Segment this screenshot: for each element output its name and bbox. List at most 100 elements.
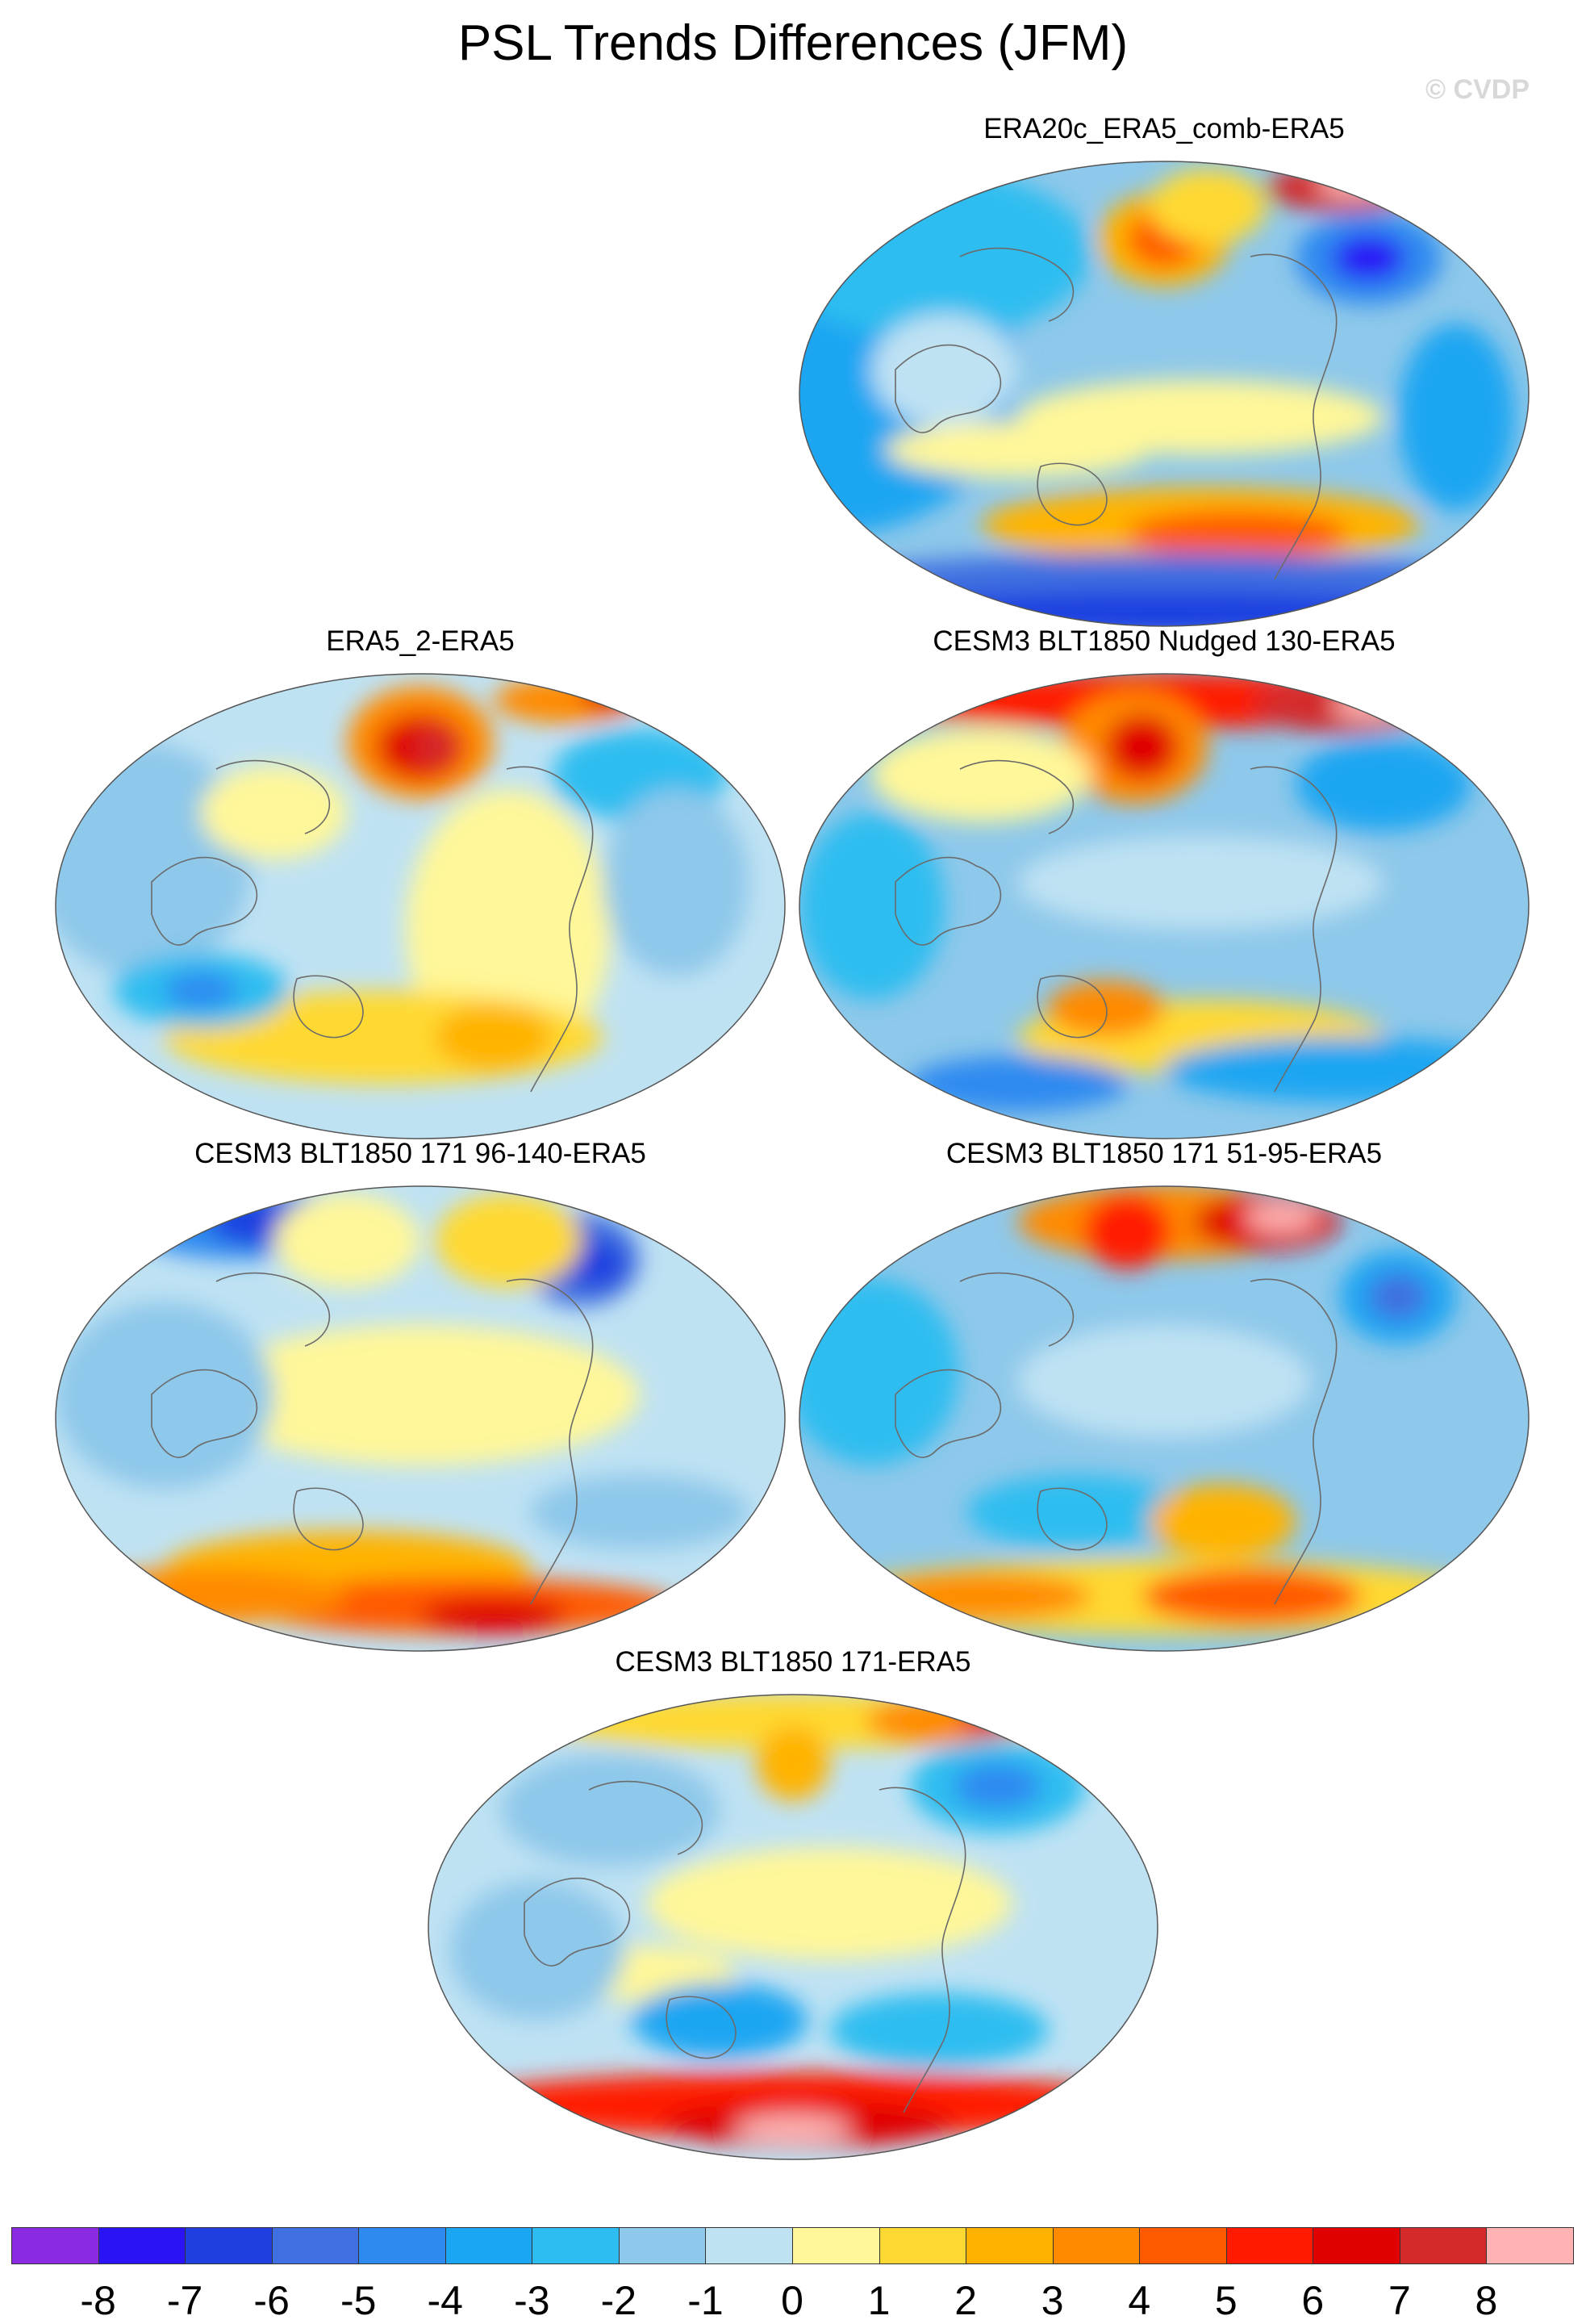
psl-field — [799, 161, 1529, 626]
contour-region — [1296, 738, 1471, 832]
contour-region — [1083, 1193, 1172, 1269]
map-panel-nudged: CESM3 BLT1850 Nudged 130-ERA5 — [799, 625, 1530, 1142]
contour-region — [954, 1763, 1042, 1810]
psl-field — [56, 674, 785, 1139]
map-panel-era20c: ERA20c_ERA5_comb-ERA5 — [799, 113, 1530, 629]
colorbar-tick-label: 7 — [1388, 2278, 1411, 2323]
panel-title: CESM3 BLT1850 171 51-95-ERA5 — [945, 1138, 1383, 1169]
colorbar-box — [98, 2227, 186, 2264]
psl-field — [428, 1695, 1158, 2159]
panel-title: CESM3 BLT1850 171-ERA5 — [615, 1646, 971, 1678]
coastline — [588, 1780, 703, 1855]
coastline — [1250, 1278, 1338, 1605]
contour-region — [412, 728, 457, 766]
contour-region — [756, 1725, 830, 1801]
contour-region — [164, 972, 238, 1009]
colorbar-tick-label: -2 — [600, 2278, 637, 2323]
colorbar-box — [185, 2227, 273, 2264]
cvdp-watermark: © CVDP — [1425, 74, 1530, 105]
contour-region — [201, 1325, 640, 1465]
map-panel-96-140: CESM3 BLT1850 171 96-140-ERA5 — [55, 1138, 786, 1654]
coastline — [215, 759, 331, 834]
coastline — [524, 1877, 631, 1967]
colorbar-tick-label: 8 — [1475, 2278, 1498, 2323]
panel-title: ERA5_2-ERA5 — [326, 625, 515, 657]
coastline — [879, 1787, 966, 2113]
contour-region — [908, 1055, 1128, 1113]
contour-region — [603, 789, 749, 976]
panel-title: CESM3 BLT1850 Nudged 130-ERA5 — [933, 625, 1396, 657]
colorbar-tick-label: 6 — [1301, 2278, 1325, 2323]
colorbar-tick-label: 5 — [1214, 2278, 1237, 2323]
colorbar-tick-label: 0 — [781, 2278, 803, 2323]
contour-region — [734, 2114, 852, 2142]
coastline — [959, 1272, 1075, 1347]
contour-region — [566, 1240, 625, 1288]
contour-region — [529, 1474, 749, 1550]
map-panel-51-95: CESM3 BLT1850 171 51-95-ERA5 — [799, 1138, 1530, 1654]
contour-region — [435, 1193, 582, 1288]
map-51-95 — [799, 1185, 1530, 1652]
colorbar-tick-label: -8 — [80, 2278, 116, 2323]
panel-title: CESM3 BLT1850 171 96-140-ERA5 — [194, 1138, 646, 1169]
psl-field — [799, 1186, 1529, 1651]
coastline — [1037, 1487, 1108, 1551]
contour-region — [1149, 169, 1267, 245]
map-96-140 — [55, 1185, 786, 1652]
panel-title: ERA20c_ERA5_comb-ERA5 — [983, 113, 1345, 144]
colorbar-box — [1313, 2227, 1400, 2264]
contour-region — [1164, 1037, 1529, 1103]
coastline — [293, 975, 364, 1039]
contour-region — [1332, 234, 1405, 282]
colorbar-tick-label: -5 — [340, 2278, 377, 2323]
colorbar-box — [1139, 2227, 1227, 2264]
contour-region — [581, 681, 640, 710]
contour-region — [1266, 164, 1413, 211]
contour-region — [493, 676, 640, 724]
contour-region — [866, 1697, 1012, 1745]
coastlines — [895, 759, 1338, 1093]
contour-region — [871, 728, 1091, 822]
contour-region — [1017, 836, 1384, 930]
colorbar-tick-label: -3 — [514, 2278, 550, 2323]
contour-region — [966, 1474, 1187, 1550]
contour-region — [1244, 1203, 1318, 1231]
contour-region — [1149, 1484, 1296, 1559]
contour-region — [799, 813, 945, 1000]
colorbar-box — [444, 2227, 533, 2264]
coastline — [1250, 253, 1338, 580]
colorbar-box — [532, 2227, 620, 2264]
coastline — [959, 247, 1075, 322]
contour-region — [500, 1753, 720, 1866]
map-outline — [799, 1185, 1530, 1652]
contour-region — [871, 1573, 1091, 1620]
contour-region — [1368, 1273, 1428, 1321]
coastlines — [524, 1780, 966, 2113]
map-panel-era5-2: ERA5_2-ERA5 — [55, 625, 786, 1142]
colorbar-tick-label: -7 — [166, 2278, 203, 2323]
map-panel-171: CESM3 BLT1850 171-ERA5 — [428, 1646, 1158, 2163]
coastline — [895, 344, 1002, 433]
coastline — [895, 856, 1002, 946]
coastline — [151, 856, 258, 946]
contour-region — [1047, 980, 1164, 1038]
map-outline — [55, 673, 786, 1139]
colorbar-box — [1052, 2227, 1141, 2264]
colorbar-tick-label: -1 — [687, 2278, 724, 2323]
coastlines — [151, 759, 594, 1093]
contour-region — [201, 766, 348, 859]
map-outline — [55, 1185, 786, 1652]
contour-region — [420, 1596, 567, 1634]
contour-region — [56, 1302, 274, 1489]
colorbar-tick-label: 1 — [867, 2278, 891, 2323]
colorbar-box — [358, 2227, 446, 2264]
coastline — [1037, 462, 1108, 526]
coastline — [895, 1369, 1002, 1458]
coastline — [959, 759, 1075, 834]
contour-region — [1127, 511, 1347, 558]
colorbar-tick-label: 2 — [954, 2278, 978, 2323]
contour-region — [273, 1193, 420, 1288]
figure-title: PSL Trends Differences (JFM) — [457, 15, 1129, 71]
map-outline — [428, 1694, 1158, 2160]
contour-region — [435, 1004, 553, 1070]
